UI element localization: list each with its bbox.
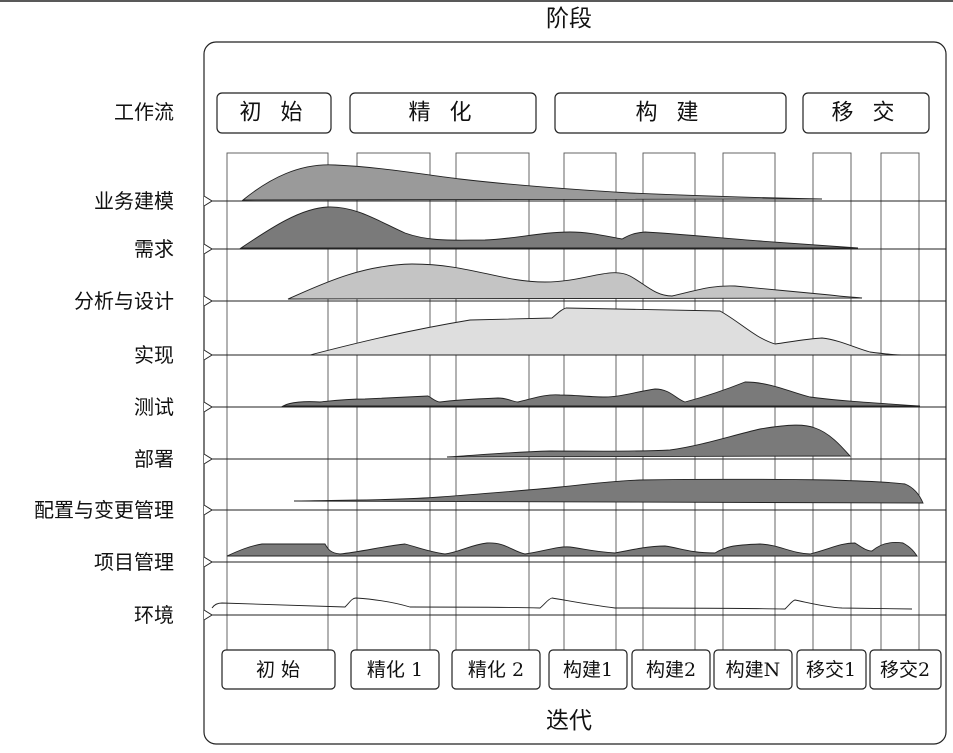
- baseline-arrow-test: [203, 401, 213, 413]
- iteration-box-elab1: [350, 649, 440, 690]
- discipline-label-implementation: 实现: [134, 343, 174, 367]
- baseline-arrow-deployment: [203, 453, 213, 465]
- discipline-label-deployment: 部署: [134, 447, 174, 471]
- iteration-label-con2: 构建2: [646, 659, 696, 681]
- discipline-label-config-change: 配置与变更管理: [34, 498, 174, 522]
- discipline-baselines: [203, 195, 946, 621]
- baseline-arrow-config-change: [203, 504, 213, 516]
- phase-title: 阶段: [546, 6, 592, 32]
- hump-environment: [211, 597, 913, 610]
- baseline-arrow-requirements: [203, 243, 213, 255]
- hump-test: [281, 381, 921, 407]
- iteration-box-tr1: [796, 649, 867, 690]
- iteration-label-elab1: 精化 1: [367, 659, 423, 681]
- hump-analysis-design: [287, 263, 863, 300]
- main-frame: [203, 41, 947, 745]
- iteration-box-elab2: [451, 649, 541, 690]
- column-tr2: [880, 152, 920, 651]
- iteration-box-con1: [548, 649, 628, 690]
- iteration-label-elab2: 精化 2: [468, 659, 524, 681]
- hump-requirements: [239, 206, 859, 249]
- phase-box-construction: [554, 92, 787, 134]
- hump-config-change: [293, 478, 924, 504]
- iteration-title: 迭代: [546, 708, 592, 734]
- workflow-header: 工作流: [114, 100, 174, 124]
- phase-label-inception: 初 始: [240, 101, 309, 126]
- iteration-label-initial: 初 始: [256, 659, 300, 681]
- hump-business-modeling: [241, 164, 823, 201]
- phase-box-inception: [216, 92, 332, 134]
- hump-deployment: [446, 424, 851, 458]
- baseline-arrow-implementation: [203, 349, 213, 361]
- discipline-labels: 业务建模 需求 分析与设计 实现 测试 部署 配置与变更管理 项目管理 环境: [34, 189, 174, 627]
- iteration-label-tr1: 移交1: [806, 659, 856, 681]
- phase-box-transition: [802, 92, 930, 134]
- hump-implementation: [309, 307, 906, 356]
- iteration-box-initial: [221, 649, 336, 690]
- iteration-label-conN: 构建N: [726, 659, 781, 681]
- baseline-arrow-analysis-design: [203, 295, 213, 307]
- phase-label-transition: 移 交: [832, 101, 901, 126]
- discipline-label-requirements: 需求: [134, 237, 174, 261]
- discipline-label-analysis-design: 分析与设计: [74, 289, 174, 313]
- discipline-label-test: 测试: [134, 395, 174, 419]
- iteration-label-tr2: 移交2: [880, 659, 930, 681]
- iteration-label-con1: 构建1: [563, 659, 613, 681]
- discipline-label-project-management: 项目管理: [94, 550, 174, 574]
- hump-project-management: [226, 541, 918, 557]
- phase-boxes: 初 始 精 化 构 建 移 交: [216, 92, 930, 134]
- phase-label-construction: 构 建: [636, 101, 705, 126]
- baseline-arrow-business-modeling: [203, 195, 213, 207]
- discipline-label-environment: 环境: [134, 603, 174, 627]
- iteration-box-tr2: [869, 649, 942, 690]
- discipline-label-business-modeling: 业务建模: [94, 189, 174, 213]
- discipline-humps: [211, 164, 924, 610]
- baseline-arrow-project-management: [203, 556, 213, 568]
- phase-box-elaboration: [349, 92, 537, 134]
- iteration-box-con2: [631, 649, 711, 690]
- iteration-box-conN: [713, 649, 793, 690]
- phase-label-elaboration: 精 化: [409, 101, 478, 126]
- baseline-arrow-environment: [203, 609, 213, 621]
- iteration-boxes: 初 始 精化 1 精化 2 构建1 构建2 构建N 移交1 移交2: [221, 649, 942, 690]
